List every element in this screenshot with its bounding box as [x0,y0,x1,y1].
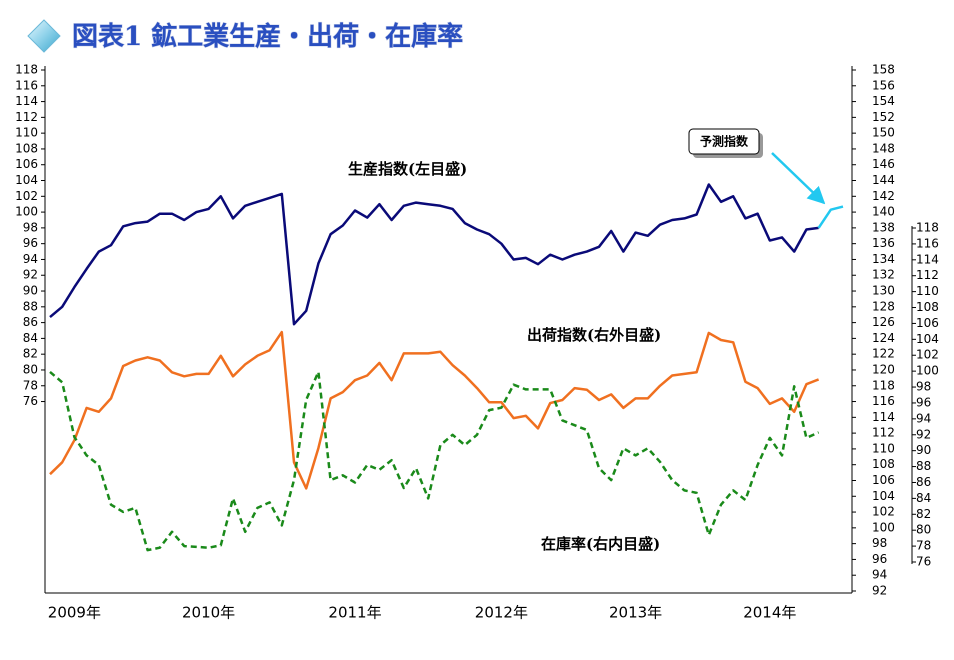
y2ticks-label: 114 [872,410,895,424]
y2ticks-label: 104 [872,489,895,503]
y2ticks-label: 128 [872,299,895,313]
y2ticks-label: 152 [872,110,895,124]
yticks-label: 76 [23,394,38,408]
yticks-label: 100 [15,205,38,219]
y3ticks-label: 98 [916,380,931,394]
y3ticks-label: 106 [916,316,939,330]
yticks-label: 102 [15,189,38,203]
y3ticks-label: 82 [916,507,931,521]
x-tick-label: 2014年 [743,604,796,622]
y2ticks-label: 122 [872,347,895,361]
y3ticks-label: 96 [916,395,931,409]
yticks-label: 84 [23,331,38,345]
series-label: 生産指数(左目盛) [348,160,467,178]
y3ticks-label: 78 [916,539,931,553]
series-label: 在庫率(右内目盛) [541,535,660,553]
y3ticks-label: 112 [916,268,939,282]
y2ticks-label: 146 [872,157,895,171]
yticks-label: 112 [15,110,38,124]
series-line [817,205,844,229]
y2ticks-label: 96 [872,552,887,566]
yticks-label: 114 [15,94,38,108]
y3ticks-label: 108 [916,300,939,314]
x-tick-label: 2009年 [48,604,101,622]
yticks-label: 118 [15,63,38,77]
series-line [49,370,820,552]
x-tick-label: 2010年 [182,604,235,622]
y2ticks-label: 112 [872,426,895,440]
y3ticks-label: 102 [916,348,939,362]
series-label: 予測指数 [700,134,749,149]
y2ticks-label: 136 [872,236,895,250]
title-icon [27,19,61,53]
series-label: 出荷指数(右外目盛) [527,326,661,344]
x-tick-label: 2011年 [328,604,381,622]
axes [44,66,913,594]
y2ticks-label: 118 [872,378,895,392]
y3ticks-label: 118 [916,221,939,235]
y2ticks-label: 116 [872,394,895,408]
yticks-label: 96 [23,236,38,250]
y3ticks-label: 116 [916,236,939,250]
y2ticks-label: 94 [872,568,887,582]
y2ticks-label: 120 [872,362,895,376]
y2ticks-label: 110 [872,441,895,455]
y2ticks-label: 134 [872,252,895,266]
y3ticks-label: 92 [916,427,931,441]
y2ticks-label: 102 [872,505,895,519]
y2ticks-label: 150 [872,126,895,140]
y2ticks-label: 132 [872,268,895,282]
y2ticks-label: 142 [872,189,895,203]
x-tick-label: 2012年 [475,604,528,622]
y3ticks-label: 104 [916,332,939,346]
y2ticks-label: 108 [872,457,895,471]
yticks-label: 106 [15,157,38,171]
yticks-label: 86 [23,315,38,329]
y2ticks-label: 140 [872,205,895,219]
y3ticks-label: 80 [916,523,931,537]
yticks-label: 98 [23,220,38,234]
series-line [49,330,820,490]
yticks-label: 82 [23,347,38,361]
y3ticks-label: 86 [916,475,931,489]
forecast-box [688,128,760,155]
y2ticks-label: 158 [872,63,895,77]
y3ticks-label: 84 [916,491,931,505]
forecast-arrow [771,152,826,205]
chart-title: 図表1 鉱工業生産・出荷・在庫率 [72,21,463,52]
yticks-label: 116 [15,78,38,92]
yticks-label: 104 [15,173,38,187]
y2ticks-label: 100 [872,520,895,534]
y2ticks-label: 106 [872,473,895,487]
y3ticks-label: 114 [916,252,939,266]
y2ticks-label: 144 [872,173,895,187]
yticks-label: 88 [23,299,38,313]
y2ticks-label: 138 [872,220,895,234]
series-line [49,183,819,326]
yticks-label: 80 [23,362,38,376]
y3ticks-label: 90 [916,443,931,457]
yticks-label: 92 [23,268,38,282]
y2ticks-label: 130 [872,284,895,298]
yticks-label: 108 [15,141,38,155]
y2ticks-label: 148 [872,141,895,155]
y3ticks-label: 94 [916,411,931,425]
y3ticks-label: 88 [916,459,931,473]
y3ticks-label: 100 [916,364,939,378]
yticks-label: 78 [23,378,38,392]
y3ticks-label: 76 [916,555,931,569]
yticks-label: 94 [23,252,38,266]
x-tick-label: 2013年 [609,604,662,622]
y2ticks-label: 126 [872,315,895,329]
y2ticks-label: 92 [872,584,887,598]
y2ticks-label: 156 [872,78,895,92]
y2ticks-label: 124 [872,331,895,345]
y2ticks-label: 154 [872,94,895,108]
yticks-label: 90 [23,284,38,298]
y3ticks-label: 110 [916,284,939,298]
y2ticks-label: 98 [872,536,887,550]
yticks-label: 110 [15,126,38,140]
